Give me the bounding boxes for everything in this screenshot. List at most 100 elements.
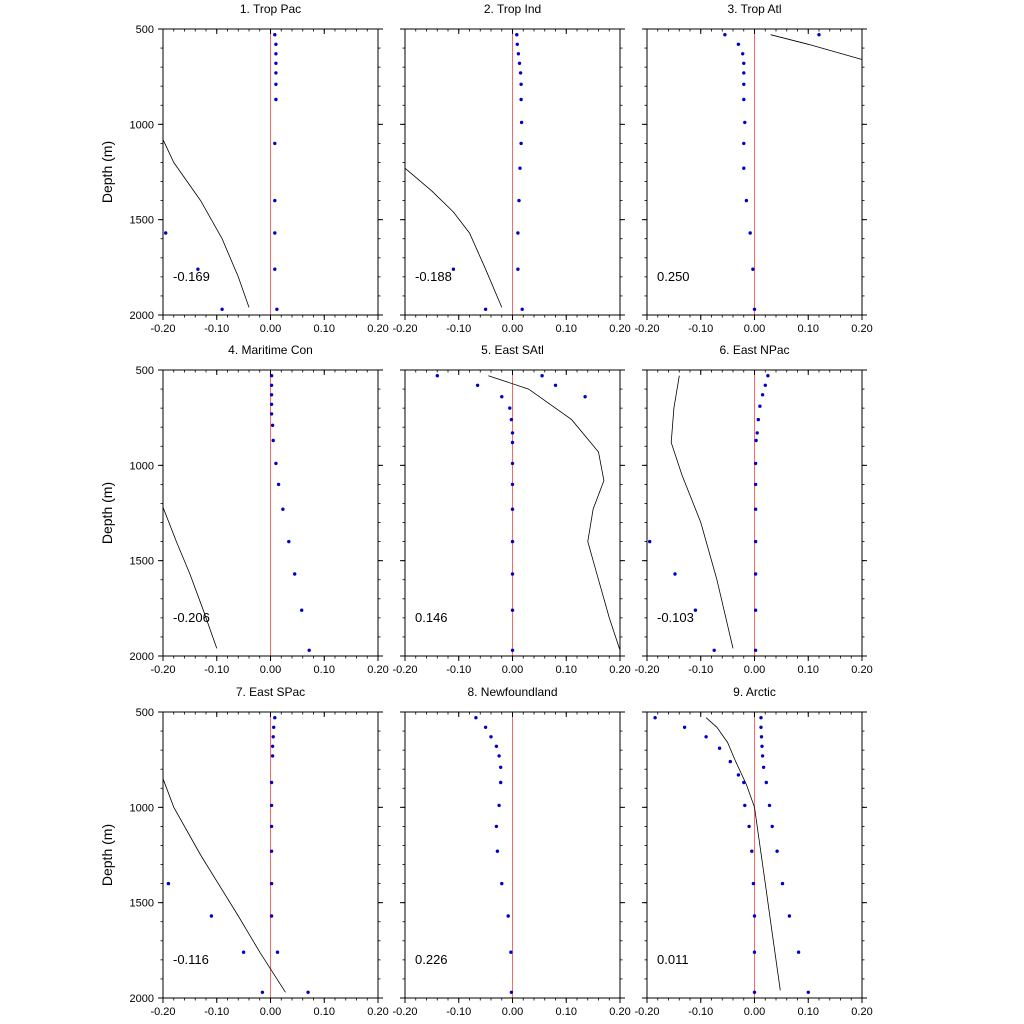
y-tick-label: 1500 [130,215,154,227]
data-point [293,572,297,576]
panel-title: 5. East SAtl [481,343,544,357]
x-tick-label: 0.20 [609,1006,630,1018]
data-point [272,725,276,729]
data-point [269,824,274,829]
data-point [743,120,747,125]
data-point [274,82,278,87]
data-point [516,267,520,271]
data-point [260,990,265,994]
data-point [742,780,746,785]
x-tick-label: 0.20 [851,1006,872,1018]
data-point [510,539,515,544]
data-point [741,52,745,56]
data-point [166,881,171,886]
data-point [519,141,523,146]
data-point [273,267,277,271]
data-point [766,374,770,378]
x-tick-label: 0.00 [260,664,281,676]
correlation-label: -0.116 [173,952,209,967]
x-tick-label: 0.00 [502,323,523,335]
data-point [750,849,754,853]
correlation-label: 0.146 [415,610,448,625]
data-point [728,759,732,764]
data-point [273,33,277,37]
data-point [712,648,716,652]
data-point [276,482,281,487]
data-point [515,33,519,37]
correlation-label: 0.250 [657,269,690,284]
data-point [516,52,521,56]
data-point [495,849,500,853]
data-point [764,780,768,785]
data-point [508,406,512,410]
data-point [770,824,774,829]
data-point [518,166,522,170]
data-point [796,950,801,954]
panel-2: -0.20 -0.10 0.00 0.10 0.20 2. Trop Ind -0.188 [392,2,630,335]
data-point [517,61,522,65]
data-point [509,417,514,422]
data-point [273,716,277,720]
x-tick-label: 0.10 [314,323,335,335]
panel-title: 1. Trop Pac [240,2,301,16]
series-line [670,375,734,649]
panel-8: -0.20 -0.10 0.00 0.10 0.20 8. Newfoundland 0.2… [392,685,630,1018]
correlation-label: -0.103 [657,610,694,625]
data-point [269,780,274,785]
data-point [516,231,520,235]
data-point [743,803,747,808]
data-point [751,881,756,886]
data-point [499,765,503,769]
data-point [500,395,504,399]
x-tick-label: -0.20 [150,323,175,335]
data-point [269,849,274,853]
data-point [752,914,757,918]
panel-title: 9. Arctic [733,685,776,699]
x-tick-label: -0.10 [204,664,229,676]
data-point [271,438,275,443]
x-tick-label: 0.10 [798,1006,819,1018]
panel-title: 3. Trop Atl [727,2,781,16]
data-point [510,482,515,487]
data-point [519,82,523,87]
data-point [553,383,558,387]
data-point [510,440,515,445]
data-point [509,990,514,994]
data-point [682,725,687,729]
data-point [742,61,746,65]
panel-title: 7. East SPac [236,685,305,699]
panel-9: -0.20 -0.10 0.00 0.10 0.20 9. Arctic 0.011 [634,685,872,1018]
data-point [500,881,504,886]
data-point [753,608,758,612]
x-tick-label: 0.20 [609,664,630,676]
y-axis-label: Depth (m) [99,141,115,203]
panel-1: -0.20 -0.10 0.00 0.10 0.20 500 1000 1500 2000 1. … [99,2,389,335]
data-point [763,383,767,387]
x-tick-label: 0.00 [744,664,765,676]
data-point [704,735,708,739]
x-tick-label: 0.20 [851,323,872,335]
series-line [770,34,863,60]
x-tick-label: 0.00 [744,1006,765,1018]
data-point [274,97,278,102]
y-axis-label: Depth (m) [99,824,115,886]
data-point [300,608,304,612]
y-tick-label: 1000 [130,802,154,814]
data-point [510,648,515,652]
data-point [753,461,758,466]
y-tick-label: 1000 [130,460,154,472]
data-point [274,42,278,46]
data-point [164,231,168,235]
x-tick-label: 0.10 [798,323,819,335]
data-point [451,267,456,271]
data-point [742,166,746,170]
x-tick-label: 0.10 [556,1006,577,1018]
data-point [775,849,779,853]
data-point [273,231,277,235]
data-point [693,608,698,612]
data-point [817,33,821,37]
data-point [753,539,758,544]
data-point [510,461,515,466]
data-point [648,539,652,544]
